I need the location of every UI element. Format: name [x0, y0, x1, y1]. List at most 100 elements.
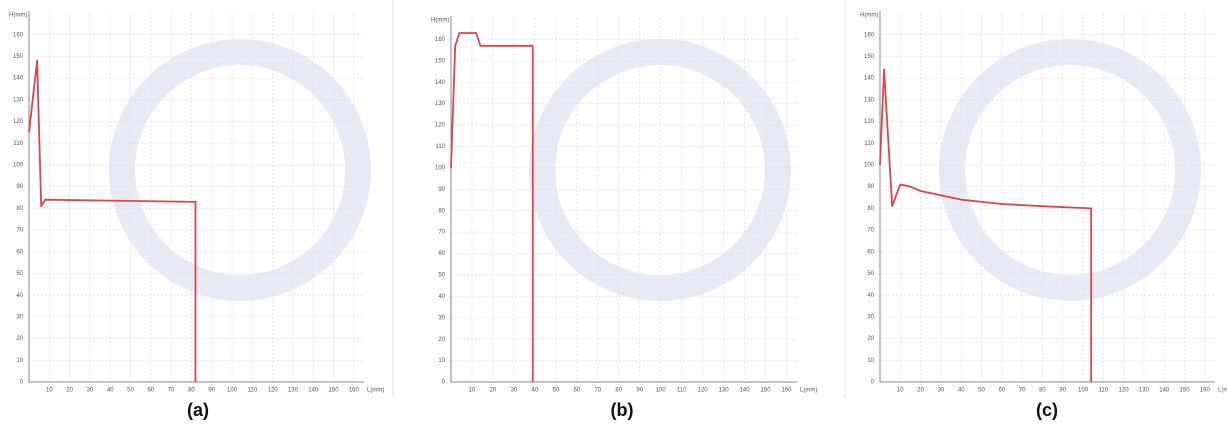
x-tick-label: 150 — [761, 388, 772, 394]
x-tick-label: 20 — [66, 388, 73, 394]
x-tick-label: 130 — [288, 388, 299, 394]
y-tick-label: 50 — [867, 271, 874, 277]
y-tick-label: 160 — [435, 37, 446, 43]
x-tick-label: 30 — [87, 388, 94, 394]
x-tick-label: 90 — [208, 388, 215, 394]
y-tick-label: 50 — [438, 273, 445, 279]
page: {"chart_data": [ {"type": "line", "capti… — [0, 0, 1227, 430]
x-tick-label: 70 — [594, 388, 601, 394]
y-tick-label: 0 — [871, 380, 875, 386]
y-tick-label: 110 — [13, 141, 23, 147]
y-tick-label: 150 — [13, 54, 24, 60]
x-tick-label: 40 — [107, 388, 114, 394]
x-tick-label: 160 — [1200, 388, 1211, 394]
y-axis-label: H(mm) — [431, 18, 449, 24]
y-tick-label: 150 — [864, 54, 875, 60]
y-tick-label: 80 — [16, 206, 23, 212]
data-line — [451, 33, 533, 382]
x-tick-label: 120 — [698, 388, 709, 394]
x-axis-label: L(mm) — [1218, 388, 1227, 394]
y-tick-label: 100 — [13, 163, 24, 169]
watermark — [952, 52, 1188, 288]
x-tick-label: 140 — [308, 388, 319, 394]
y-tick-label: 90 — [438, 187, 445, 193]
x-axis-label: L(mm) — [367, 388, 384, 394]
y-tick-label: 130 — [864, 97, 875, 103]
y-tick-label: 90 — [867, 184, 874, 190]
y-tick-label: 160 — [13, 32, 24, 38]
x-tick-label: 80 — [188, 388, 195, 394]
y-tick-label: 10 — [16, 358, 23, 364]
x-tick-label: 130 — [719, 388, 730, 394]
caption: (c) — [1036, 400, 1058, 420]
y-tick-label: 40 — [16, 293, 23, 299]
y-axis-label: H(mm) — [860, 13, 878, 19]
y-tick-label: 160 — [864, 32, 875, 38]
x-tick-label: 50 — [978, 388, 985, 394]
y-tick-label: 70 — [867, 228, 874, 234]
y-tick-label: 20 — [867, 336, 874, 342]
x-tick-label: 80 — [1039, 388, 1046, 394]
x-tick-label: 10 — [897, 388, 904, 394]
y-tick-label: 120 — [864, 119, 875, 125]
y-tick-label: 60 — [867, 249, 874, 255]
y-tick-label: 110 — [435, 144, 445, 150]
y-tick-label: 20 — [438, 337, 445, 343]
y-tick-label: 60 — [16, 249, 23, 255]
x-tick-label: 150 — [329, 388, 340, 394]
figure: 0102030405060708090100110120130140150160… — [0, 0, 1227, 430]
y-tick-label: 30 — [867, 314, 874, 320]
caption: (b) — [611, 400, 634, 420]
x-tick-label: 70 — [1019, 388, 1026, 394]
x-tick-label: 10 — [469, 388, 476, 394]
y-tick-label: 140 — [13, 76, 24, 82]
x-tick-label: 140 — [1159, 388, 1170, 394]
y-tick-label: 20 — [16, 336, 23, 342]
x-tick-label: 100 — [656, 388, 667, 394]
y-tick-label: 30 — [16, 314, 23, 320]
x-tick-label: 30 — [938, 388, 945, 394]
watermark — [122, 52, 358, 288]
x-tick-label: 10 — [46, 388, 53, 394]
y-tick-label: 40 — [438, 294, 445, 300]
x-tick-label: 60 — [998, 388, 1005, 394]
x-tick-label: 160 — [349, 388, 360, 394]
watermark — [542, 52, 778, 288]
x-tick-label: 40 — [958, 388, 965, 394]
y-axis-label: H(mm) — [9, 13, 27, 19]
x-tick-label: 110 — [248, 388, 258, 394]
data-line — [880, 69, 1091, 382]
y-tick-label: 30 — [438, 315, 445, 321]
y-tick-label: 60 — [438, 251, 445, 257]
y-tick-label: 90 — [16, 184, 23, 190]
y-tick-label: 130 — [13, 97, 24, 103]
y-tick-label: 100 — [435, 165, 446, 171]
y-tick-label: 0 — [20, 380, 24, 386]
x-tick-label: 100 — [227, 388, 238, 394]
x-tick-label: 70 — [168, 388, 175, 394]
x-tick-label: 30 — [511, 388, 518, 394]
y-tick-label: 80 — [867, 206, 874, 212]
caption: (a) — [187, 400, 209, 420]
y-tick-label: 100 — [864, 163, 875, 169]
y-tick-label: 130 — [435, 101, 446, 107]
x-axis-label: L(mm) — [800, 388, 817, 394]
y-tick-label: 150 — [435, 58, 446, 64]
y-tick-label: 120 — [13, 119, 24, 125]
x-tick-label: 60 — [147, 388, 154, 394]
y-tick-label: 120 — [435, 123, 446, 129]
x-tick-label: 20 — [490, 388, 497, 394]
x-tick-label: 60 — [573, 388, 580, 394]
y-tick-label: 40 — [867, 293, 874, 299]
x-tick-label: 50 — [127, 388, 134, 394]
x-tick-label: 120 — [268, 388, 279, 394]
x-tick-label: 100 — [1078, 388, 1089, 394]
y-tick-label: 70 — [438, 230, 445, 236]
y-tick-label: 110 — [864, 141, 874, 147]
x-tick-label: 140 — [740, 388, 751, 394]
y-tick-label: 10 — [438, 358, 445, 364]
y-tick-label: 80 — [438, 208, 445, 214]
y-tick-label: 140 — [435, 80, 446, 86]
y-tick-label: 140 — [864, 76, 875, 82]
x-tick-label: 130 — [1139, 388, 1150, 394]
